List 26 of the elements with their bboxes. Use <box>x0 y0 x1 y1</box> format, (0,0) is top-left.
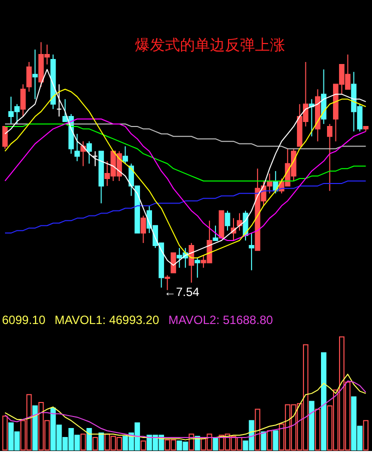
bar <box>272 430 278 450</box>
bar <box>86 428 92 450</box>
candlestick <box>212 225 218 241</box>
candlestick <box>20 84 26 118</box>
bar <box>260 431 266 450</box>
candlestick <box>224 210 230 232</box>
candlestick <box>74 133 80 162</box>
bar <box>98 432 104 450</box>
candlestick <box>327 123 332 192</box>
candlestick <box>188 242 194 284</box>
candlestick <box>170 252 176 274</box>
candlestick <box>86 140 92 164</box>
text: 6099.10 <box>2 313 46 327</box>
bar <box>308 400 314 450</box>
candlestick <box>26 61 32 92</box>
bar <box>32 405 38 450</box>
candlestick <box>194 257 200 278</box>
annotation: ←7.54 <box>164 285 200 299</box>
candlestick <box>140 215 146 244</box>
candlestick <box>122 146 128 164</box>
text: MAVOL1: 46993.20 <box>54 313 160 327</box>
candlestick <box>248 232 254 271</box>
text: MAVOL2: 51688.80 <box>168 313 274 327</box>
candlestick <box>32 49 38 100</box>
bar <box>321 352 326 450</box>
chart-title: 爆发式的单边反弹上涨 <box>135 37 285 54</box>
